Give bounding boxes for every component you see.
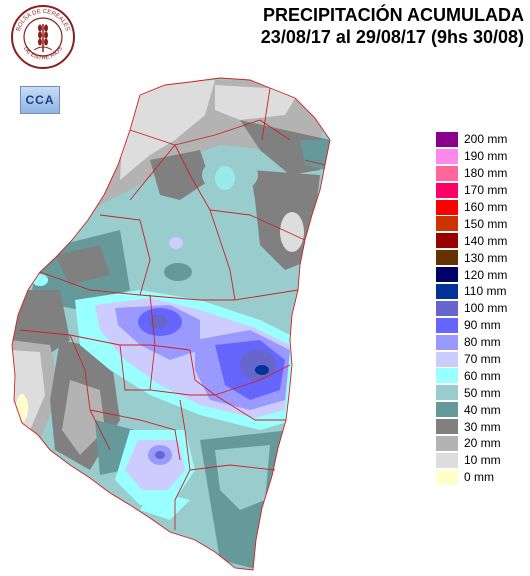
legend-label: 80 mm	[464, 335, 501, 350]
legend-item: 180 mm	[436, 165, 507, 182]
legend-label: 170 mm	[464, 183, 508, 198]
legend-label: 150 mm	[464, 216, 508, 231]
legend-swatch	[436, 317, 458, 333]
legend-label: 50 mm	[464, 385, 501, 400]
legend-swatch	[436, 300, 458, 316]
legend-swatch	[436, 419, 458, 435]
legend-label: 40 mm	[464, 402, 501, 417]
legend-label: 20 mm	[464, 436, 501, 451]
title-line-2: 23/08/17 al 29/08/17 (9hs 30/08)	[260, 27, 524, 47]
legend-label: 130 mm	[464, 250, 508, 265]
legend-swatch	[436, 283, 458, 299]
legend-swatch	[436, 233, 458, 249]
title-line-1: PRECIPITACIÓN ACUMULADA	[263, 5, 524, 25]
legend-swatch	[436, 148, 458, 164]
legend-label: 60 mm	[464, 368, 501, 383]
legend-label: 70 mm	[464, 352, 501, 367]
legend-label: 190 mm	[464, 149, 508, 164]
legend-label: 180 mm	[464, 166, 508, 181]
legend-label: 140 mm	[464, 233, 508, 248]
map-title: PRECIPITACIÓN ACUMULADA 23/08/17 al 29/0…	[261, 4, 524, 48]
legend-swatch	[436, 351, 458, 367]
legend-swatch	[436, 267, 458, 283]
bolsa-de-cereales-logo: BOLSA DE CEREALES DE ENTRE RÍOS	[11, 5, 75, 69]
legend-swatch	[436, 165, 458, 181]
cca-badge: CCA	[20, 86, 60, 114]
legend-item: 100 mm	[436, 300, 507, 317]
legend-swatch	[436, 250, 458, 266]
legend-item: 160 mm	[436, 199, 507, 216]
legend-swatch	[436, 469, 458, 485]
legend-swatch	[436, 131, 458, 147]
legend-swatch	[436, 368, 458, 384]
legend-label: 100 mm	[464, 301, 508, 316]
legend-item: 150 mm	[436, 215, 507, 232]
legend-label: 0 mm	[464, 470, 494, 485]
legend-label: 10 mm	[464, 453, 501, 468]
legend-swatch	[436, 402, 458, 418]
legend-item: 120 mm	[436, 266, 507, 283]
department-boundaries	[11, 77, 331, 571]
legend-item: 60 mm	[436, 367, 507, 384]
legend-item: 10 mm	[436, 452, 507, 469]
legend-label: 160 mm	[464, 200, 508, 214]
precipitation-map	[11, 77, 331, 571]
legend-swatch	[436, 182, 458, 198]
cca-badge-label: CCA	[25, 93, 55, 107]
legend-item: 40 mm	[436, 401, 507, 418]
legend-swatch	[436, 334, 458, 350]
legend-item: 70 mm	[436, 351, 507, 368]
legend-item: 50 mm	[436, 384, 507, 401]
legend-item: 200 mm	[436, 131, 507, 148]
legend-label: 200 mm	[464, 132, 508, 147]
legend-swatch	[436, 216, 458, 232]
legend-label: 120 mm	[464, 267, 508, 282]
legend-item: 80 mm	[436, 334, 507, 351]
legend-item: 190 mm	[436, 148, 507, 165]
legend-item: 0 mm	[436, 469, 507, 486]
legend-swatch	[436, 452, 458, 468]
legend-swatch	[436, 199, 458, 215]
legend-item: 90 mm	[436, 317, 507, 334]
legend-label: 30 mm	[464, 419, 501, 434]
legend-item: 130 mm	[436, 249, 507, 266]
legend-label: 110 mm	[464, 284, 507, 299]
legend-swatch	[436, 435, 458, 451]
precipitation-field	[12, 78, 330, 570]
legend-swatch	[436, 385, 458, 401]
legend-item: 170 mm	[436, 182, 507, 199]
legend-label: 90 mm	[464, 318, 501, 333]
legend-item: 110 mm	[436, 283, 507, 300]
legend-item: 30 mm	[436, 418, 507, 435]
legend-item: 20 mm	[436, 435, 507, 452]
legend-item: 140 mm	[436, 232, 507, 249]
legend: 200 mm 190 mm 180 mm 170 mm 160 mm 150 m…	[436, 131, 507, 486]
